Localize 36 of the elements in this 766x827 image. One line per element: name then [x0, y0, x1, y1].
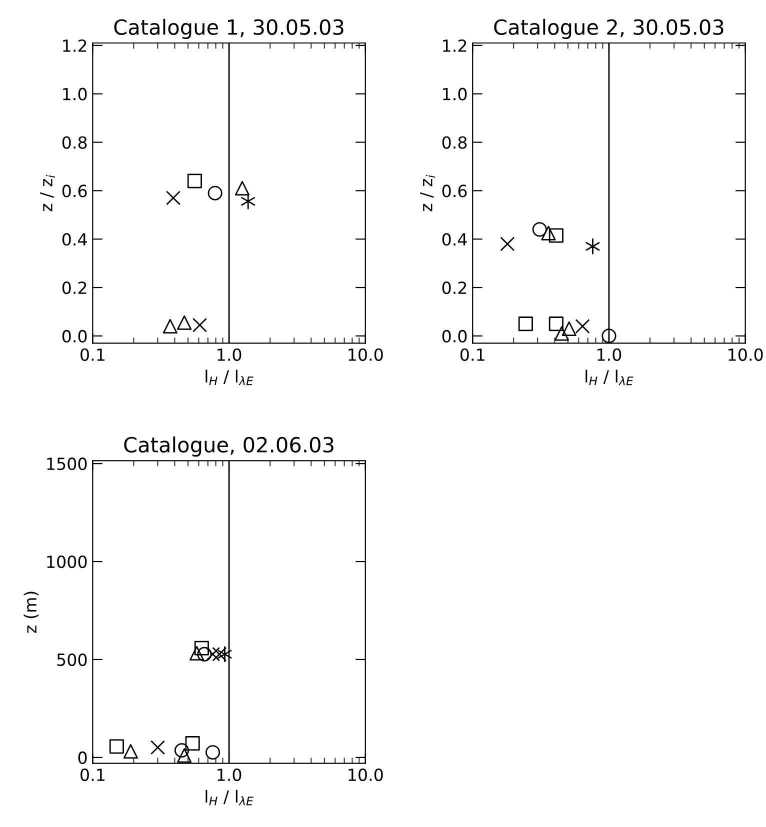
y-tick-label: 1500: [47, 458, 87, 470]
y-tick-label: 1.0: [63, 88, 87, 100]
x-tick-label: 10.0: [728, 348, 763, 361]
x-tick-label: 1.0: [598, 348, 622, 361]
y-tick-label: 0.0: [62, 330, 87, 343]
y-tick-label: 0.8: [62, 136, 87, 149]
y-tick-label: 0.2: [442, 281, 466, 294]
y-tick-label: 0.6: [62, 184, 87, 198]
x-axis-title: l$_{H}$ / l$_{λE}$: [206, 790, 254, 806]
y-tick-label: 0.4: [62, 233, 87, 246]
x-tick-label: 0.1: [80, 768, 104, 782]
x-tick-label: 0.1: [460, 348, 484, 361]
x-tick-label: 1.0: [218, 768, 242, 782]
x-tick-label: 10.0: [348, 768, 383, 782]
y-tick-label: 0.8: [442, 136, 467, 149]
x-axis-title: l$_{H}$ / l$_{λE}$: [586, 370, 634, 386]
x-tick-label: 10.0: [348, 348, 383, 361]
y-tick-label: 0.2: [62, 281, 86, 294]
y-axis-title: z / z$_{i}$: [40, 174, 56, 212]
y-axis-title: z / z$_{i}$: [420, 174, 435, 212]
y-tick-label: 0.6: [442, 184, 467, 198]
y-tick-label: 0: [78, 751, 87, 764]
y-tick-label: 500: [57, 653, 87, 666]
y-tick-label: 1.2: [443, 39, 466, 52]
chart-title: Catalogue, 02.06.03: [124, 436, 334, 457]
x-tick-label: 1.0: [218, 348, 242, 361]
y-tick-label: 1.2: [63, 39, 86, 52]
chart-title: Catalogue 1, 30.05.03: [114, 18, 344, 40]
y-tick-label: 1000: [47, 555, 87, 568]
y-tick-label: 0.0: [442, 330, 467, 343]
y-tick-label: 1.0: [443, 88, 467, 100]
x-axis-title: l$_{H}$ / l$_{λE}$: [206, 370, 254, 386]
y-axis-title: z (m): [24, 592, 39, 633]
chart-title: Catalogue 2, 30.05.03: [494, 18, 724, 40]
x-tick-label: 0.1: [80, 348, 104, 361]
y-tick-label: 0.4: [442, 233, 467, 246]
